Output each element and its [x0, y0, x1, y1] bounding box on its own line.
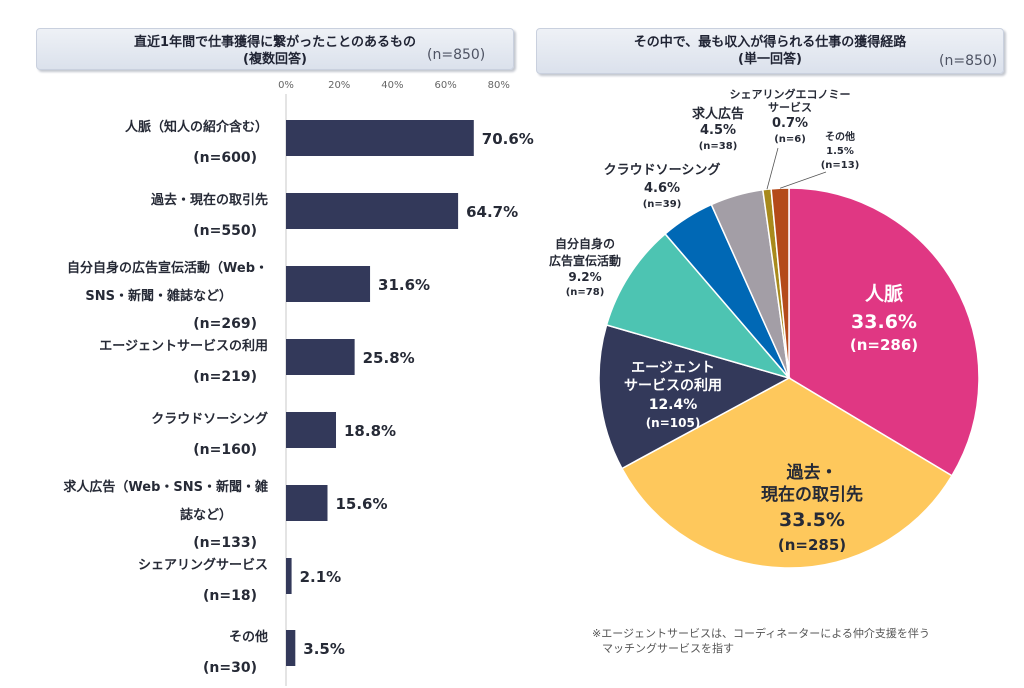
category-n-label: (n=160) — [193, 442, 257, 458]
category-n-label: (n=219) — [193, 369, 257, 385]
category-label: 過去・現在の取引先 — [150, 192, 268, 208]
bar-value-label: 15.6% — [335, 495, 387, 513]
pie-slice-label: 自分自身の — [555, 236, 615, 251]
pie-slice-n: (n=286) — [850, 336, 918, 354]
category-n-label: (n=133) — [193, 535, 257, 551]
category-label: その他 — [229, 629, 268, 645]
x-tick-label: 80% — [488, 80, 510, 91]
pie-chart-subtitle: (単一回答) — [738, 52, 802, 67]
pie-slice-percent: 33.6% — [851, 311, 917, 333]
footnote-line-2: マッチングサービスを指す — [602, 642, 734, 655]
category-label: 自分自身の広告宣伝活動（Web・ — [67, 260, 268, 276]
category-n-label: (n=269) — [193, 316, 257, 332]
pie-slice — [788, 187, 980, 477]
bar-value-label: 64.7% — [466, 203, 518, 221]
pie-slice-percent: 4.5% — [700, 123, 736, 138]
bar-chart-subtitle: (複数回答) — [243, 52, 307, 67]
pie-slice-label: サービスの利用 — [624, 377, 722, 394]
category-n-label: (n=550) — [193, 223, 257, 239]
x-tick-label: 60% — [434, 80, 456, 91]
pie-slice — [770, 187, 790, 379]
bar — [286, 266, 371, 302]
category-label: 人脈（知人の紹介含む） — [125, 119, 268, 135]
pie-slice-label: シェアリングエコノミー — [730, 87, 851, 101]
category-n-label: (n=30) — [203, 660, 257, 676]
pie-slice-percent: 9.2% — [568, 270, 601, 284]
pie-slice — [605, 232, 792, 380]
pie-slice-label: 広告宣伝活動 — [549, 253, 621, 268]
x-tick-label: 20% — [328, 80, 350, 91]
pie-slice-label: エージェント — [631, 360, 715, 376]
pie-slice-n: (n=285) — [778, 536, 846, 554]
pie-slice-label: クラウドソーシング — [604, 162, 721, 178]
pie-slice-label: 求人広告 — [692, 106, 744, 122]
pie-slice-label: サービス — [768, 100, 812, 114]
category-label-line-2: 誌など） — [180, 507, 232, 523]
category-label: クラウドソーシング — [151, 411, 268, 427]
pie-slice-percent: 0.7% — [772, 116, 808, 131]
category-label: 求人広告（Web・SNS・新聞・雑 — [63, 479, 268, 495]
leader-line — [766, 147, 779, 190]
pie-slice-percent: 12.4% — [649, 397, 698, 413]
pie-slice-percent: 33.5% — [779, 509, 845, 531]
footnote: ※エージェントサービスは、コーディネーターによる仲介支援を伴う マッチングサービ… — [592, 626, 1012, 656]
pie-chart-header: その中で、最も収入が得られる仕事の獲得経路 (単一回答) (n=850) — [536, 28, 1004, 74]
pie-chart-sample-size: (n=850) — [939, 53, 998, 69]
pie-slice-label: 人脈 — [865, 282, 903, 305]
x-tick-label: 40% — [381, 80, 403, 91]
pie-slice-n: (n=78) — [566, 287, 605, 298]
bar-chart: 0% 20% 40% 60% 80% 70.6% 人脈（知人の紹介含む） (n=600) 64.… — [63, 80, 534, 686]
pie-slice — [598, 324, 791, 470]
leader-line — [779, 171, 827, 189]
bar-chart-title: 直近1年間で仕事獲得に繋がったことのあるもの — [134, 35, 416, 50]
bar — [286, 339, 355, 375]
bar-value-label: 31.6% — [378, 276, 430, 294]
pie-slice-label: 過去・ — [787, 462, 838, 483]
pie-slice-n: (n=105) — [646, 416, 701, 430]
pie-slice-n: (n=6) — [774, 134, 806, 145]
pie-slice-n: (n=39) — [643, 199, 682, 210]
bar-chart-header: 直近1年間で仕事獲得に繋がったことのあるもの (複数回答) (n=850) — [36, 28, 514, 70]
bar — [286, 630, 296, 666]
bar — [286, 193, 459, 229]
bar — [286, 558, 292, 594]
category-label-line-2: SNS・新聞・雑誌など） — [85, 288, 232, 304]
bar — [286, 412, 337, 448]
pie-slice-label: その他 — [825, 130, 855, 143]
bar-value-label: 2.1% — [300, 568, 342, 586]
pie-slice — [620, 377, 953, 569]
footnote-line-1: ※エージェントサービスは、コーディネーターによる仲介支援を伴う — [592, 627, 930, 640]
bar-value-label: 18.8% — [344, 422, 396, 440]
bar-value-label: 25.8% — [363, 349, 415, 367]
bar — [286, 120, 474, 156]
pie-slice-n: (n=38) — [699, 141, 738, 152]
pie-chart-title: その中で、最も収入が得られる仕事の獲得経路 — [633, 35, 907, 50]
x-tick-label: 0% — [278, 80, 294, 91]
pie-slice-label: 現在の取引先 — [761, 484, 863, 505]
category-n-label: (n=18) — [203, 588, 257, 604]
bar-value-label: 70.6% — [482, 130, 534, 148]
category-label: シェアリングサービス — [138, 557, 268, 573]
bar-value-label: 3.5% — [303, 640, 345, 658]
category-label: エージェントサービスの利用 — [99, 338, 268, 354]
category-n-label: (n=600) — [193, 150, 257, 166]
pie-slice-percent: 4.6% — [644, 181, 680, 196]
pie-chart: 人脈 33.6% (n=286) 過去・現在の取引先 33.5% (n=285) エージェン… — [549, 87, 980, 569]
bar — [286, 485, 328, 521]
pie-slice-n: (n=13) — [821, 160, 860, 171]
bar-chart-sample-size: (n=850) — [427, 47, 486, 63]
pie-slice-percent: 1.5% — [826, 146, 854, 157]
